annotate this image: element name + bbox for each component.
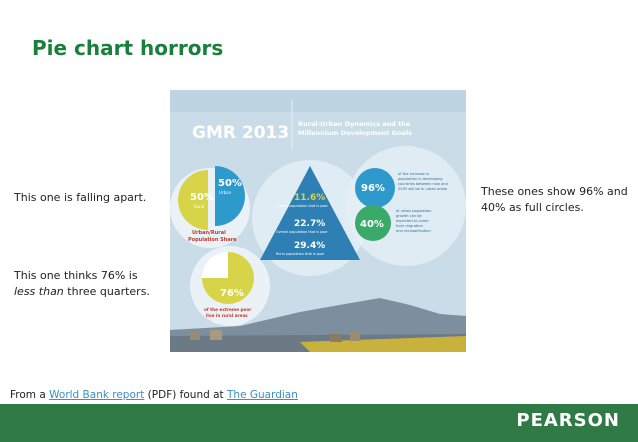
pie1-urban-pct: 50% — [218, 178, 242, 189]
infographic-header-subtitle-1: Rural-Urban Dynamics and the — [298, 120, 411, 128]
circle-40-text-3: expected to come — [396, 219, 429, 223]
poverty-triangle — [260, 166, 360, 260]
triangle-label-2: Overall population that is poor — [276, 230, 328, 234]
circle-40-text-1: of urban population — [396, 209, 431, 213]
triangle-value-2: 22.7% — [294, 219, 325, 229]
circle-40-text-5: and reclassification — [396, 229, 431, 233]
guardian-link[interactable]: The Guardian — [227, 389, 298, 401]
pearson-logo: PEARSON — [516, 410, 620, 431]
pie2-pct: 76% — [220, 288, 244, 299]
circle-40-text-2: growth can be — [396, 214, 423, 218]
pie1-urban-label: Urban — [219, 190, 232, 195]
pie2-slice — [202, 252, 254, 304]
triangle-value-1: 11.6% — [294, 193, 325, 203]
source-line: From a World Bank report (PDF) found at … — [10, 389, 298, 401]
pie1-caption-2: Population Share — [188, 237, 237, 243]
circle-40-pct: 40% — [360, 219, 384, 230]
infographic-image: GMR 2013 Rural-Urban Dynamics and the Mi… — [170, 90, 466, 352]
note-falling-apart: This one is falling apart. — [14, 191, 147, 204]
pie2-caption-1: of the extreme poor — [204, 307, 252, 312]
note-76-rest: three quarters. — [63, 285, 150, 298]
circle-96-text-4: 2050 will be in urban areas — [398, 187, 447, 191]
slide-title: Pie chart horrors — [32, 36, 224, 60]
note-76-line1: This one thinks 76% is — [14, 269, 138, 282]
circle-96-text-3: countries between now and — [398, 182, 448, 186]
circle-96-text-2: population in developing — [398, 177, 443, 181]
circle-40-text-4: from migration — [396, 224, 423, 228]
landscape-field — [300, 336, 466, 352]
footer-bar: PEARSON — [0, 404, 638, 442]
world-bank-report-link[interactable]: World Bank report — [49, 389, 145, 401]
source-prefix: From a — [10, 389, 50, 401]
source-middle: (PDF) found at — [144, 389, 227, 401]
triangle-value-3: 29.4% — [294, 241, 325, 251]
circle-40 — [355, 205, 391, 241]
note-full-circles: These ones show 96% and 40% as full circ… — [481, 185, 628, 214]
triangle-label-1: Urban population that is poor — [278, 204, 329, 208]
circle-96-pct: 96% — [361, 183, 385, 194]
pie1-rural-pct: 50% — [190, 192, 214, 203]
pie1-rural-label: Rural — [194, 204, 204, 209]
note-76-percent: This one thinks 76% is less than three q… — [14, 268, 174, 300]
pie2-caption-2: live in rural areas — [206, 313, 248, 318]
pie1-caption-1: Urban/Rural — [192, 230, 226, 236]
circle-96-text-1: of the increase in — [398, 172, 429, 176]
infographic-header-title: GMR 2013 — [192, 123, 289, 143]
infographic-header-subtitle-2: Millennium Development Goals — [298, 129, 412, 137]
circle-96 — [355, 168, 395, 208]
triangle-label-3: Rural population that is poor — [276, 252, 325, 256]
pie1-rural-slice — [178, 170, 208, 230]
note-76-emphasis: less than — [14, 285, 64, 298]
pie1-urban-slice — [215, 166, 245, 226]
